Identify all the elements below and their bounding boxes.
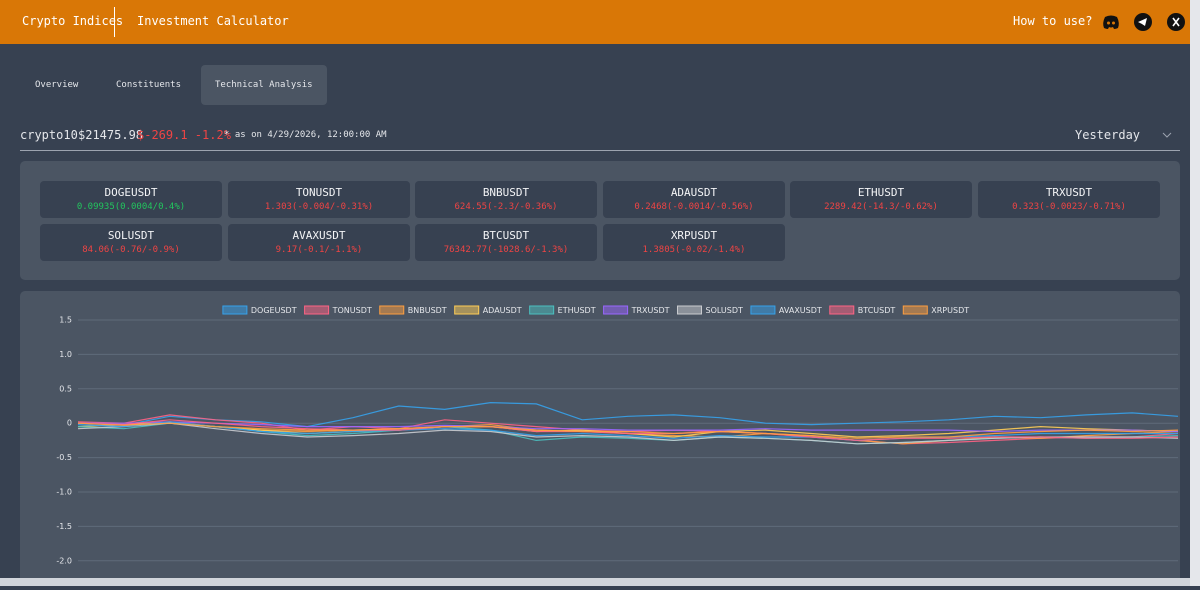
y-tick-label: 0	[67, 419, 72, 428]
discord-icon[interactable]	[1102, 13, 1120, 31]
ticker-symbol: TRXUSDT	[1045, 186, 1093, 199]
y-tick-label: 1.5	[59, 316, 72, 325]
ticker-quote: 0.09935(0.0004/0.4%)	[76, 202, 186, 212]
legend-swatch	[603, 305, 629, 315]
series-line	[77, 401, 1179, 428]
legend-label: AVAXUSDT	[779, 306, 822, 315]
ticker-quote: 1.3805(-0.02/-1.4%)	[642, 245, 746, 255]
legend-label: DOGEUSDT	[251, 306, 297, 315]
divider	[20, 150, 1180, 151]
ticker-symbol: DOGEUSDT	[104, 186, 158, 199]
telegram-icon[interactable]	[1134, 13, 1152, 31]
legend-label: ADAUSDT	[483, 306, 522, 315]
ticker-panel: DOGEUSDT 0.09935(0.0004/0.4%) TONUSDT 1.303…	[20, 161, 1180, 280]
ticker-symbol: ADAUSDT	[670, 186, 718, 199]
ticker-card: BNBUSDT 624.55(-2.3/-0.36%)	[415, 181, 597, 218]
ticker-card: ADAUSDT 0.2468(-0.0014/-0.56%)	[603, 181, 785, 218]
ticker-quote: 2289.42(-14.3/-0.62%)	[824, 202, 938, 212]
legend-label: TRXUSDT	[631, 306, 670, 315]
legend-swatch	[304, 305, 330, 315]
separator	[114, 7, 115, 37]
scrollbar-horizontal[interactable]	[0, 578, 1190, 586]
ticker-card: TRXUSDT 0.323(-0.0023/-0.71%)	[978, 181, 1160, 218]
legend-swatch	[379, 305, 405, 315]
ticker-quote: 9.17(-0.1/-1.1%)	[275, 245, 363, 255]
scrollbar[interactable]	[1190, 0, 1200, 586]
y-tick-label: 0.5	[59, 384, 72, 393]
ticker-card: SOLUSDT 84.06(-0.76/-0.9%)	[40, 224, 222, 261]
as-of: * as on 4/29/2026, 12:00:00 AM	[224, 130, 387, 140]
series-line	[77, 421, 1178, 442]
ticker-symbol: ETHUSDT	[857, 186, 905, 199]
legend-label: XRPUSDT	[931, 306, 969, 315]
nav-link[interactable]: Investment Calculator	[137, 14, 289, 28]
y-tick-label: -2.0	[56, 556, 72, 565]
ticker-card: DOGEUSDT 0.09935(0.0004/0.4%)	[40, 181, 222, 218]
index-name: crypto10	[20, 128, 78, 142]
ticker-symbol: XRPUSDT	[670, 229, 718, 242]
ticker-quote: 0.323(-0.0023/-0.71%)	[1012, 202, 1126, 212]
series-line	[78, 421, 1179, 433]
tab-active[interactable]: Technical Analysis	[201, 65, 327, 105]
y-tick-label: -1.5	[56, 522, 72, 531]
ticker-symbol: BNBUSDT	[482, 186, 530, 199]
ticker-card: ETHUSDT 2289.42(-14.3/-0.62%)	[790, 181, 972, 218]
x-icon[interactable]	[1167, 13, 1185, 31]
ticker-symbol: SOLUSDT	[107, 229, 155, 242]
series-line	[77, 422, 1179, 445]
series-line	[77, 422, 1179, 439]
legend-label: ETHUSDT	[558, 306, 596, 315]
series-line	[77, 419, 1179, 442]
legend-swatch	[222, 305, 248, 315]
top-bar: Crypto Indices Investment Calculator How…	[0, 0, 1200, 44]
ticker-card: AVAXUSDT 9.17(-0.1/-1.1%)	[228, 224, 410, 261]
legend-label: BNBUSDT	[408, 306, 447, 315]
ticker-symbol: AVAXUSDT	[292, 229, 346, 242]
ticker-card: TONUSDT 1.303(-0.004/-0.31%)	[228, 181, 410, 218]
legend-swatch	[829, 305, 855, 315]
ticker-quote: 624.55(-2.3/-0.36%)	[454, 202, 558, 212]
legend-swatch	[677, 305, 702, 315]
index-change: $-269.1 -1.2%	[137, 128, 231, 142]
ticker-quote: 1.303(-0.004/-0.31%)	[264, 202, 374, 212]
legend-label: BTCUSDT	[858, 306, 896, 315]
legend-swatch	[750, 305, 776, 315]
legend-swatch	[529, 305, 555, 315]
legend-swatch	[902, 305, 928, 315]
tab[interactable]: Overview	[35, 80, 79, 90]
y-tick-label: -1.0	[56, 488, 72, 497]
index-price: $21475.98	[78, 128, 144, 142]
ticker-quote: 76342.77(-1028.6/-1.3%)	[443, 245, 569, 255]
period-select[interactable]: Yesterday	[1075, 128, 1141, 142]
ticker-quote: 84.06(-0.76/-0.9%)	[82, 245, 180, 255]
dropdown-chevron[interactable]	[1162, 131, 1172, 139]
ticker-symbol: BTCUSDT	[482, 229, 530, 242]
y-tick-label: -0.5	[56, 453, 72, 462]
ticker-quote: 0.2468(-0.0014/-0.56%)	[634, 202, 754, 212]
legend-label: SOLUSDT	[706, 306, 744, 315]
tab[interactable]: Constituents	[116, 80, 182, 90]
chart: 1.5 1.0 0.5 0 -0.5 -1.0 -1.5 -2.0 DOGEUSDT TONUSD…	[56, 305, 1179, 565]
help-link[interactable]: How to use?	[1013, 14, 1093, 28]
ticker-card: XRPUSDT 1.3805(-0.02/-1.4%)	[603, 224, 785, 261]
legend-swatch	[454, 305, 480, 315]
y-tick-label: 1.0	[59, 350, 72, 359]
ticker-card: BTCUSDT 76342.77(-1028.6/-1.3%)	[415, 224, 597, 261]
legend-label: TONUSDT	[332, 306, 372, 315]
chart-panel: 1.5 1.0 0.5 0 -0.5 -1.0 -1.5 -2.0 DOGEUSDT TONUSD…	[20, 291, 1180, 586]
brand-link[interactable]: Crypto Indices	[22, 14, 124, 28]
ticker-symbol: TONUSDT	[295, 186, 343, 199]
